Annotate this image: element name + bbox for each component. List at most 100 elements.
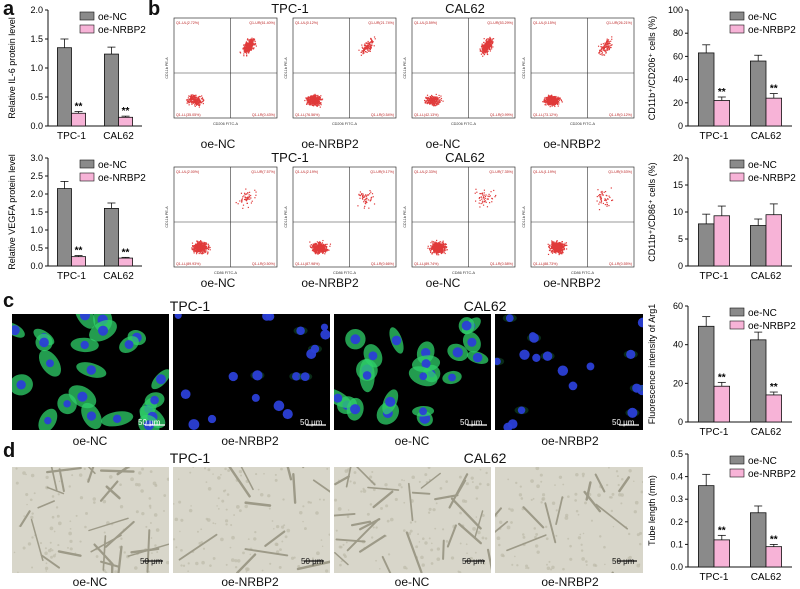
quadrant-ll: Q1-LL(88.73%) (533, 262, 558, 266)
quadrant-ul: Q1-UL(1.19%) (533, 170, 556, 174)
quadrant-lr: Q1-LR(0.58%) (490, 262, 513, 266)
bar-oe-NC-TPC-1 (57, 47, 72, 127)
flow-row2-group-tpc1: TPC-1 (271, 150, 309, 165)
significance-mark: ** (122, 106, 130, 117)
bar-oe-NRBP2-TPC-1 (713, 539, 731, 568)
flow-plot-frame (173, 166, 278, 268)
if-image-tpc1-nc (12, 314, 169, 430)
tube-scalebar-2: 50 μm (301, 557, 324, 566)
x-tick-label: CAL62 (751, 131, 782, 142)
flow-x-axis-label: CD206 FITC-A (570, 122, 596, 126)
y-tick-label: 0.3 (670, 494, 683, 504)
quadrant-lr: Q1-LR(0.55%) (609, 262, 632, 266)
legend-swatch (729, 468, 745, 478)
y-tick-label: 1.5 (30, 207, 43, 217)
panel-letter-c: c (3, 290, 15, 312)
legend-swatch (729, 24, 745, 34)
bar-oe-NC-TPC-1 (698, 223, 715, 267)
quadrant-ur: Q1-UR(9.17%) (370, 170, 394, 174)
quadrant-ll: Q1-LL(42.13%) (414, 113, 439, 117)
flow-y-axis-label: CD11b PE-A (284, 206, 288, 228)
bar-oe-NRBP2-TPC-1 (71, 112, 87, 127)
flow-row2-label-1: oe-NC (200, 276, 236, 290)
flow-y-axis-label: CD11b PE-A (165, 206, 169, 228)
flow-row1-label-2: oe-NRBP2 (301, 137, 359, 151)
panel-letter-d: d (3, 440, 16, 462)
legend-swatch (729, 307, 745, 317)
legend-swatch (79, 159, 95, 169)
y-tick-label: 1.5 (30, 34, 43, 44)
quadrant-ll: Q1-LL(89.74%) (414, 262, 439, 266)
flow-row1-group-cal62: CAL62 (445, 1, 485, 16)
flow-row2-label-3: oe-NC (425, 276, 461, 290)
quadrant-ll: Q1-LL(76.56%) (295, 113, 320, 117)
quadrant-ur: Q1-UR(7.35%) (489, 170, 513, 174)
bar-oe-NC-CAL62 (750, 60, 767, 127)
flow-plot-4: Q1-UL(0.15%) Q1-UR(26.21%) Q1-LL(73.12%) Q1… (522, 17, 635, 126)
quadrant-ur: Q1-UR(21.74%) (368, 21, 394, 25)
y-tick-label: 0 (678, 261, 683, 271)
y-tick-label: 10 (673, 207, 683, 217)
bar-oe-NC-TPC-1 (698, 325, 715, 423)
tube-label-1: oe-NC (72, 575, 108, 589)
quadrant-ur: Q1-UR(9.53%) (608, 170, 632, 174)
if-group-cal62: CAL62 (463, 298, 507, 314)
flow-y-axis-label: CD11b PE-A (522, 57, 526, 79)
bar-oe-NRBP2-CAL62 (765, 97, 783, 127)
chart-cd86: 0 5 10 15 20 CD11b⁺/CD86⁺ cells (%) TPC-1 CAL62… (647, 153, 796, 282)
quadrant-ll: Q1-LL(87.98%) (295, 262, 320, 266)
bar-oe-NC-TPC-1 (698, 52, 715, 127)
flow-row2-label-2: oe-NRBP2 (301, 276, 359, 290)
y-tick-label: 0.0 (30, 261, 43, 271)
quadrant-ul: Q1-UL(2.19%) (295, 170, 318, 174)
flow-cytometry-row-cd206: Q1-UL(2.72%) Q1-UR(61.40%) Q1-LL(35.05%) Q1… (165, 17, 635, 126)
flow-y-axis-label: CD11b PE-A (522, 206, 526, 228)
y-tick-label: 60 (673, 301, 683, 311)
y-tick-label: 3.0 (30, 153, 43, 163)
flow-plot-1: Q1-UL(2.72%) Q1-UR(61.40%) Q1-LL(35.05%) Q1… (165, 17, 278, 126)
y-tick-label: 0.5 (670, 449, 683, 459)
y-tick-label: 1.0 (30, 225, 43, 235)
significance-mark: ** (770, 534, 778, 545)
flow-x-axis-label: CD86 FITC-A (333, 271, 356, 275)
y-axis-label: CD11b⁺/CD86⁺ cells (%) (647, 162, 657, 261)
tube-scalebar-3: 50 μm (462, 557, 485, 566)
y-tick-label: 60 (673, 51, 683, 61)
if-image-tpc1-nrbp2 (173, 314, 330, 430)
quadrant-lr: Q1-LR(0.54%) (371, 113, 394, 117)
y-tick-label: 5 (678, 234, 683, 244)
x-tick-label: TPC-1 (700, 131, 729, 142)
quadrant-ll: Q1-LL(35.05%) (176, 113, 201, 117)
significance-mark: ** (75, 246, 83, 257)
y-tick-label: 0.1 (670, 539, 683, 549)
y-tick-label: 2.0 (30, 5, 43, 15)
quadrant-ur: Q1-UR(53.29%) (487, 21, 513, 25)
chart-vegfa: 0.0 0.5 1.0 1.5 2.0 2.5 3.0 Relative VEGFA prot… (7, 153, 146, 282)
legend-label: oe-NRBP2 (748, 25, 796, 36)
y-tick-label: 2.5 (30, 171, 43, 181)
if-scalebar-1: 50 μm (138, 418, 161, 427)
flow-plot-2: Q1-UL(2.19%) Q1-UR(9.17%) Q1-LL(87.98%) Q1-… (284, 166, 397, 275)
flow-y-axis-label: CD11b PE-A (403, 206, 407, 228)
quadrant-lr: Q1-LR(0.43%) (252, 113, 275, 117)
tube-label-3: oe-NC (394, 575, 430, 589)
y-axis-label: Tube length (mm) (647, 475, 657, 546)
quadrant-ur: Q1-UR(61.40%) (249, 21, 275, 25)
tube-group-tpc1: TPC-1 (169, 450, 211, 466)
chart-tube-length: 0.0 0.1 0.2 0.3 0.4 0.5 Tube length (mm) TPC-1 *… (647, 449, 796, 583)
if-label-2: oe-NRBP2 (221, 434, 279, 448)
legend-swatch (729, 320, 745, 330)
flow-row1-label-3: oe-NC (425, 137, 461, 151)
y-tick-label: 40 (673, 75, 683, 85)
y-tick-label: 0.2 (670, 517, 683, 527)
x-tick-label: CAL62 (751, 427, 782, 438)
chart-il6: 0.0 0.5 1.0 1.5 2.0 Relative IL-6 protein lev… (7, 5, 146, 142)
flow-cytometry-row-cd86: Q1-UL(2.00%) Q1-UR(7.57%) Q1-LL(89.93%) Q1-… (165, 166, 635, 275)
legend-label: oe-NC (98, 12, 127, 23)
flow-row2-label-4: oe-NRBP2 (543, 276, 601, 290)
quadrant-ul: Q1-UL(3.59%) (414, 21, 437, 25)
flow-x-axis-label: CD86 FITC-A (214, 271, 237, 275)
significance-mark: ** (75, 102, 83, 113)
x-tick-label: CAL62 (103, 271, 134, 282)
tube-label-2: oe-NRBP2 (221, 575, 279, 589)
